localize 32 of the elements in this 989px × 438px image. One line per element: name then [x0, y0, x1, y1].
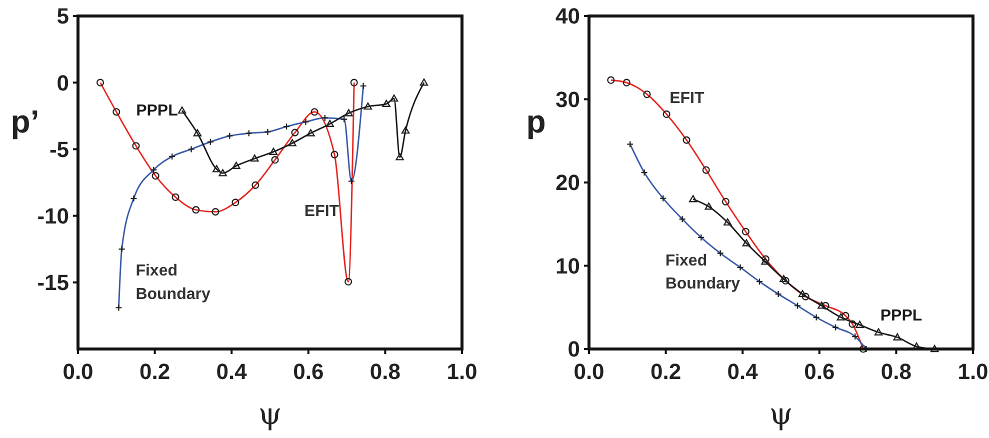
series-label: Fixed Boundary — [136, 262, 210, 303]
y-tick-label: 20 — [556, 170, 580, 196]
x-tick-label: 0.0 — [574, 359, 604, 384]
y-tick-label: -15 — [37, 270, 69, 296]
x-tick-label: 0.0 — [62, 359, 94, 384]
y-tick-label: 0 — [568, 336, 580, 362]
x-tick-label: 0.6 — [293, 359, 324, 384]
series-label: PPPL — [136, 102, 178, 120]
x-axis-title: ψ — [258, 397, 282, 432]
series-label: PPPL — [880, 307, 922, 324]
series-label: EFIT — [304, 203, 340, 220]
x-tick-label: 1.0 — [446, 359, 478, 384]
y-tick-label: 40 — [556, 4, 580, 29]
x-tick-label: 0.2 — [650, 359, 682, 384]
y-axis-title: p — [526, 104, 546, 140]
series-label: EFIT — [670, 90, 704, 108]
series-label: Fixed Boundary — [665, 252, 740, 292]
x-tick-label: 0.4 — [216, 359, 248, 384]
x-tick-label: 0.8 — [880, 359, 912, 384]
x-tick-label: 0.6 — [804, 359, 835, 384]
x-axis-title: ψ — [769, 397, 793, 432]
y-tick-label: 30 — [556, 86, 580, 112]
y-axis-title: p’ — [10, 104, 40, 140]
x-tick-label: 0.4 — [727, 359, 759, 384]
y-tick-label: -10 — [37, 204, 69, 228]
y-tick-label: 10 — [556, 253, 580, 278]
x-tick-label: 0.2 — [140, 359, 170, 384]
x-tick-label: 0.8 — [370, 359, 400, 384]
y-tick-label: 5 — [56, 4, 69, 29]
x-tick-label: 1.0 — [958, 359, 988, 384]
y-tick-label: 0 — [56, 70, 69, 96]
y-tick-label: -5 — [49, 136, 69, 162]
